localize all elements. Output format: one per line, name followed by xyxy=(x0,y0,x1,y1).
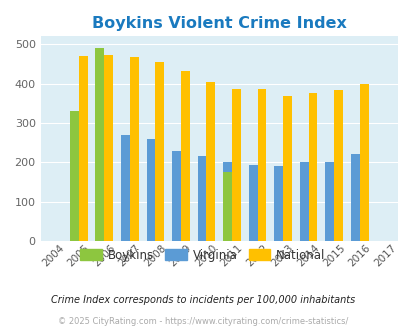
Bar xyxy=(273,166,282,241)
Bar xyxy=(282,96,291,241)
Bar xyxy=(222,162,231,241)
Bar xyxy=(222,172,231,241)
Bar xyxy=(231,89,240,241)
Bar xyxy=(155,62,164,241)
Text: Crime Index corresponds to incidents per 100,000 inhabitants: Crime Index corresponds to incidents per… xyxy=(51,295,354,305)
Legend: Boykins, Virginia, National: Boykins, Virginia, National xyxy=(75,244,330,266)
Bar xyxy=(172,151,181,241)
Bar xyxy=(308,93,317,241)
Bar xyxy=(206,82,215,241)
Bar xyxy=(70,111,79,241)
Bar xyxy=(104,55,113,241)
Bar xyxy=(197,156,206,241)
Bar xyxy=(121,135,130,241)
Bar xyxy=(257,89,266,241)
Bar xyxy=(70,129,79,241)
Bar xyxy=(130,57,139,241)
Bar xyxy=(146,139,155,241)
Title: Boykins Violent Crime Index: Boykins Violent Crime Index xyxy=(92,16,346,31)
Bar xyxy=(248,165,257,241)
Bar xyxy=(181,71,190,241)
Bar xyxy=(79,56,87,241)
Bar xyxy=(324,162,333,241)
Bar xyxy=(299,162,308,241)
Bar xyxy=(95,48,104,241)
Bar xyxy=(350,154,359,241)
Bar xyxy=(95,129,104,241)
Bar xyxy=(359,84,368,241)
Text: © 2025 CityRating.com - https://www.cityrating.com/crime-statistics/: © 2025 CityRating.com - https://www.city… xyxy=(58,317,347,326)
Bar xyxy=(333,90,342,241)
